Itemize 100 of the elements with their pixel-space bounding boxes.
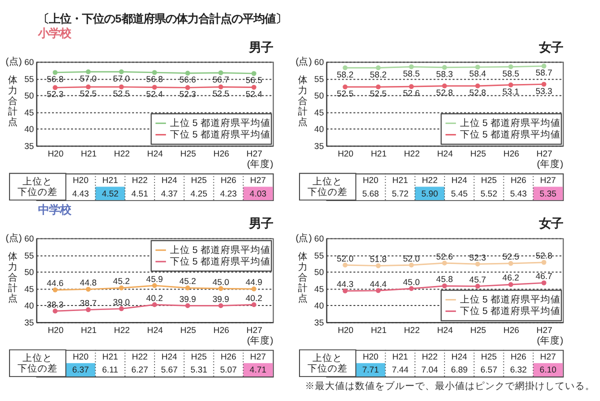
text: 小学校 [37,26,72,40]
data-label: 58.4 [469,68,486,79]
y-tick-label: 55 [24,250,34,260]
y-tick-label: 40 [314,300,324,311]
data-label: 45.2 [113,276,130,286]
y-tick-label: 40 [24,124,34,134]
data-label: 52.8 [536,250,552,261]
legend-label: 上位 5 都道府県平均値 [170,117,270,130]
data-label: 45.0 [403,276,420,287]
data-label: 56.8 [46,74,64,84]
data-label: 4.37 [160,188,178,198]
x-tick-label: H26 [213,148,230,159]
chart-title: 女子 [538,40,563,54]
data-label: 52.6 [403,88,420,98]
point [408,286,414,292]
y-axis-title: 体力合計点 [298,250,308,305]
x-axis-title: (年度) [246,158,274,170]
point [342,288,348,294]
point [541,280,546,286]
data-label: 44.9 [246,277,262,288]
legend-label: 下位 5 都道府県平均値 [170,128,270,141]
point [376,65,381,70]
y-tick-label: 50 [314,267,324,278]
y-tick-label: 55 [314,250,324,260]
data-label: 40.2 [246,292,262,303]
x-tick-label: H20 [48,325,64,336]
chart-title: 男子 [248,40,273,54]
point [408,84,414,90]
point [152,283,157,288]
legend-label: 下位 5 都道府県平均値 [170,255,270,268]
text: (点) [6,56,22,68]
data-label: 5.90 [421,188,438,198]
data-label: 44.6 [46,278,64,288]
data-label: 39.9 [179,294,196,304]
y-tick-label: 60 [24,234,34,244]
x-tick-label: H26 [510,351,527,362]
data-label: 56.5 [246,75,262,86]
x-tick-label: H21 [392,174,408,185]
y-tick-label: 上位と下位の差 [308,175,348,198]
point [251,84,256,90]
legend-label: 上位 5 都道府県平均値 [170,244,270,256]
data-label: 4.23 [220,188,238,198]
data-label: 52.4 [246,88,262,99]
x-tick-label: H25 [480,174,497,185]
x-tick-label: H21 [80,148,97,159]
data-label: 6.89 [450,364,468,375]
x-tick-label: H24 [147,325,164,336]
point [218,70,224,76]
point [408,262,414,268]
data-label: 38.3 [46,299,64,310]
x-tick-label: H20 [72,174,89,185]
legend-label: 下位 5 都道府県平均値 [460,128,560,141]
point [342,65,348,70]
x-tick-label: H27 [536,148,552,159]
point [152,302,157,308]
data-label: 58.2 [370,69,387,80]
x-tick-label: H24 [451,351,468,362]
point [185,303,190,308]
data-label: 6.32 [510,364,528,375]
x-tick-label: H20 [72,351,89,362]
y-tick-label: 60 [314,234,324,244]
data-label: 46.2 [502,272,520,283]
x-axis-title: (年度) [536,334,564,347]
data-label: 6.27 [131,364,148,375]
point [508,282,514,287]
data-label: 52.5 [370,88,387,98]
point [251,71,256,76]
x-tick-label: H22 [404,325,420,336]
point [152,84,157,90]
data-label: 56.8 [146,74,164,84]
x-tick-label: H24 [437,325,454,336]
data-label: 56.7 [212,74,230,84]
text: (点) [296,56,312,68]
y-tick-label: 45 [24,284,34,294]
data-label: 46.7 [536,271,552,282]
data-label: 38.7 [80,298,97,308]
point [118,84,124,90]
x-tick-label: H26 [503,148,520,159]
data-label: 4.51 [131,188,148,198]
x-tick-label: H22 [422,351,438,362]
x-tick-label: H24 [451,174,468,185]
point [475,84,480,88]
data-label: 5.52 [480,188,498,198]
y-tick-label: 45 [314,107,324,118]
y-tick-label: 50 [314,90,324,101]
point [376,288,381,294]
y-tick-label: 40 [314,124,324,134]
text: (点) [296,232,312,244]
data-label: 45.2 [179,276,196,286]
data-label: 58.3 [436,69,454,79]
text: (点) [6,232,22,244]
data-label: 52.8 [469,87,486,98]
data-label: 5.07 [220,364,238,375]
x-tick-label: H22 [114,148,130,159]
y-tick-label: 35 [24,141,34,152]
point [218,303,224,308]
point [342,262,348,268]
data-label: 6.11 [102,364,118,375]
point [376,84,381,90]
data-label: 57.0 [113,73,130,84]
